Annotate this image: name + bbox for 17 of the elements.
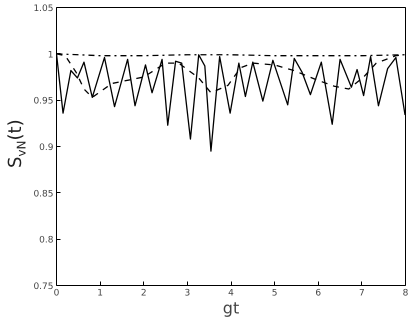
y-tick-label: 1 [48, 50, 54, 60]
x-tick-label: 1 [97, 288, 103, 298]
x-tick-label: 6 [315, 288, 322, 298]
x-tick-label: 7 [359, 288, 365, 298]
x-tick-label: 0 [54, 288, 60, 298]
x-tick-label: 8 [402, 288, 409, 298]
x-tick-label: 4 [228, 288, 234, 298]
x-tick-label: 3 [184, 288, 190, 298]
y-tick-label: 0.9 [39, 143, 54, 153]
x-axis-title: gt [222, 298, 240, 318]
x-tick-label: 5 [272, 288, 278, 298]
y-tick-label: 0.75 [33, 282, 54, 292]
y-tick-label: 1.05 [33, 4, 54, 14]
y-tick-label: 0.95 [33, 96, 54, 107]
y-tick-label: 0.8 [39, 236, 54, 246]
x-tick-label: 2 [140, 288, 147, 298]
y-tick-label: 0.85 [33, 189, 54, 200]
